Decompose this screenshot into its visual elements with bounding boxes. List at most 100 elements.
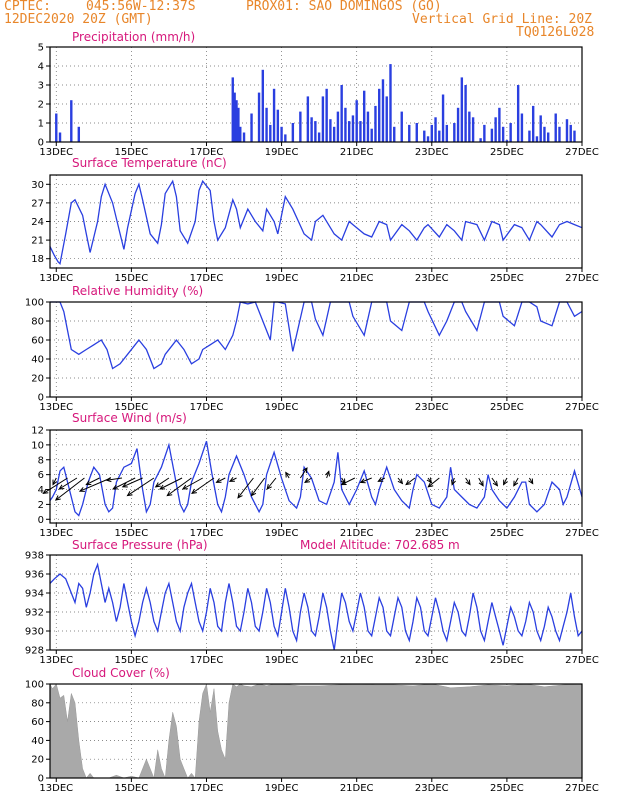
precip-bar (344, 107, 347, 142)
wind-arrow-head (250, 490, 257, 497)
precip-bar (531, 105, 535, 142)
header-source: CPTEC: (4, 0, 51, 14)
pres-xtick-label: 17DEC (190, 655, 224, 666)
wind-arrow (304, 477, 312, 483)
precip-bar (528, 130, 531, 142)
precip-bar (453, 123, 456, 142)
precip-xtick-label: 13DEC (39, 147, 73, 158)
precip-bar (239, 126, 242, 142)
header-init-time: 12DEC2020 20Z (GMT) (4, 12, 153, 27)
cloud-ytick-label: 60 (31, 717, 44, 728)
wind-arrow (229, 477, 237, 482)
precip-bar (347, 121, 351, 142)
precip-ytick-label: 3 (38, 81, 44, 92)
precip-bar (231, 77, 234, 142)
precip-bar (284, 134, 287, 142)
wind-arrow (79, 477, 111, 492)
precip-bar (415, 123, 418, 142)
wind-arrow-head (126, 491, 133, 497)
wind-arrow-head (513, 480, 519, 487)
precip-bar (58, 132, 62, 142)
precip-ytick-label: 2 (38, 100, 44, 111)
precip-bar (434, 117, 437, 142)
pres-ytick-label: 930 (25, 627, 44, 638)
wind-ytick-label: 4 (38, 485, 44, 496)
precip-bar (539, 115, 542, 142)
temp-xtick-label: 27DEC (565, 273, 599, 284)
wind-arrow (55, 477, 85, 501)
rh-ytick-label: 40 (31, 355, 44, 366)
precip-xtick-label: 27DEC (565, 147, 599, 158)
precip-bar (374, 105, 377, 142)
wind-xtick-label: 19DEC (265, 528, 299, 539)
precip-bar (310, 117, 313, 142)
precip-bar (325, 88, 328, 142)
rh-line (49, 301, 583, 370)
wind-arrow-head (340, 478, 346, 485)
precip-bar (456, 107, 460, 142)
precip-ytick-label: 4 (38, 62, 44, 73)
precip-bar (400, 111, 403, 142)
pres-panel-title: Surface Pressure (hPa) (72, 538, 208, 552)
precip-bar (464, 85, 467, 142)
precip-bar (494, 117, 497, 142)
precip-bar (460, 77, 464, 142)
precip-bar (265, 107, 268, 142)
wind-ytick-label: 8 (38, 455, 44, 466)
precip-bar (505, 140, 509, 142)
temp-xtick-label: 15DEC (115, 273, 149, 284)
precip-bar (261, 69, 265, 142)
wind-arrow-head (528, 478, 534, 485)
precip-bar (250, 113, 253, 142)
cloud-ytick-label: 40 (31, 736, 44, 747)
wind-arrow (503, 477, 508, 485)
rh-ytick-label: 20 (31, 374, 44, 385)
precip-bar (276, 109, 280, 142)
precip-bar (299, 111, 302, 142)
precip-bar (55, 113, 58, 142)
cloud-ytick-label: 20 (31, 755, 44, 766)
rh-ytick-label: 0 (38, 393, 44, 404)
precip-bar (385, 96, 388, 142)
precip-panel-title: Precipitation (mm/h) (72, 30, 195, 44)
wind-arrow (491, 477, 498, 486)
precip-bar (543, 126, 546, 142)
wind-arrow-head (492, 480, 499, 487)
precip-bar (77, 126, 81, 142)
precip-bar (280, 126, 283, 142)
rh-xtick-label: 23DEC (415, 402, 449, 413)
precip-ytick-label: 5 (38, 43, 44, 54)
wind-arrow (52, 477, 57, 485)
wind-arrow (59, 477, 78, 490)
header-model-id: TQ0126L028 (516, 25, 595, 40)
rh-xtick-label: 13DEC (39, 402, 73, 413)
precip-xtick-label: 17DEC (190, 147, 224, 158)
precip-bar (233, 92, 236, 142)
cloud-xtick-label: 15DEC (115, 783, 149, 794)
precip-bar (490, 128, 494, 142)
wind-xtick-label: 27DEC (565, 528, 599, 539)
wind-xtick-label: 25DEC (490, 528, 524, 539)
rh-xtick-label: 25DEC (490, 402, 524, 413)
wind-arrow-head (112, 484, 119, 490)
wind-arrow-head (304, 477, 311, 484)
temp-xtick-label: 21DEC (340, 273, 374, 284)
rh-xtick-label: 17DEC (190, 402, 224, 413)
wind-xtick-label: 17DEC (190, 528, 224, 539)
wind-arrow (478, 477, 484, 486)
precip-frame (49, 46, 583, 143)
pres-xtick-label: 27DEC (565, 655, 599, 666)
wind-frame (49, 429, 583, 524)
precip-bar (317, 132, 321, 142)
wind-arrow (341, 477, 356, 486)
precip-bar (558, 126, 561, 142)
wind-arrow (86, 477, 100, 486)
temp-ytick-label: 24 (31, 217, 44, 228)
header-grid-line-note: Vertical Grid Line: 20Z (412, 12, 593, 27)
header-location: PROX01: SAO DOMINGOS (GO) (246, 0, 442, 14)
precip-bar (378, 88, 381, 142)
wind-arrow (405, 477, 416, 486)
wind-arrow (159, 477, 183, 490)
wind-arrow-head (427, 482, 434, 488)
wind-arrow-head (215, 478, 222, 483)
